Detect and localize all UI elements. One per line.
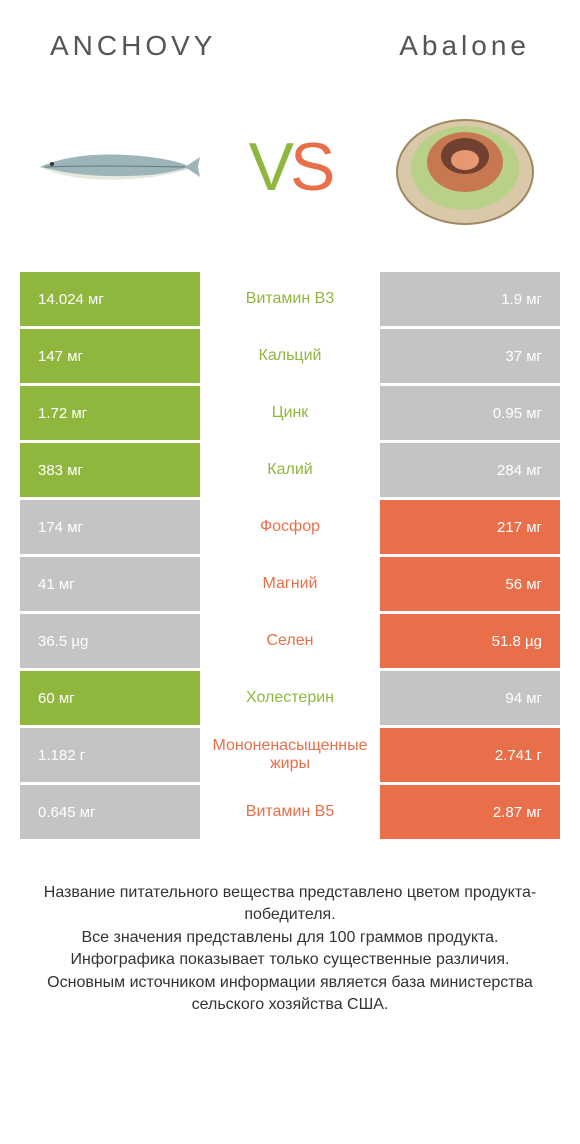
table-row: 0.645 мгВитамин B52.87 мг (20, 785, 560, 839)
table-row: 147 мгКальций37 мг (20, 329, 560, 383)
nutrient-label: Фосфор (200, 500, 380, 554)
nutrient-label: Витамин B3 (200, 272, 380, 326)
right-value: 37 мг (380, 329, 560, 383)
right-value: 2.741 г (380, 728, 560, 782)
header: ANCHOVY Abalone (0, 0, 580, 72)
right-value: 51.8 µg (380, 614, 560, 668)
right-value: 217 мг (380, 500, 560, 554)
table-row: 174 мгФосфор217 мг (20, 500, 560, 554)
left-value: 36.5 µg (20, 614, 200, 668)
vs-v: V (249, 129, 290, 205)
right-value: 0.95 мг (380, 386, 560, 440)
comparison-table: 14.024 мгВитамин B31.9 мг147 мгКальций37… (0, 272, 580, 839)
table-row: 1.72 мгЦинк0.95 мг (20, 386, 560, 440)
footer-line: Основным источником информации является … (20, 972, 560, 1017)
nutrient-label: Витамин B5 (200, 785, 380, 839)
footer-line: Все значения представлены для 100 граммо… (20, 927, 560, 949)
left-value: 383 мг (20, 443, 200, 497)
footer-line: Название питательного вещества представл… (20, 882, 560, 927)
right-value: 56 мг (380, 557, 560, 611)
abalone-image (380, 97, 550, 237)
left-value: 1.182 г (20, 728, 200, 782)
title-left: ANCHOVY (50, 30, 216, 62)
vs-s: S (290, 129, 331, 205)
left-value: 147 мг (20, 329, 200, 383)
nutrient-label: Магний (200, 557, 380, 611)
table-row: 383 мгКалий284 мг (20, 443, 560, 497)
left-value: 1.72 мг (20, 386, 200, 440)
nutrient-label: Селен (200, 614, 380, 668)
left-value: 0.645 мг (20, 785, 200, 839)
nutrient-label: Мононенасыщенные жиры (200, 728, 380, 782)
table-row: 36.5 µgСелен51.8 µg (20, 614, 560, 668)
right-value: 2.87 мг (380, 785, 560, 839)
table-row: 60 мгХолестерин94 мг (20, 671, 560, 725)
anchovy-image (30, 97, 200, 237)
nutrient-label: Калий (200, 443, 380, 497)
table-row: 41 мгМагний56 мг (20, 557, 560, 611)
right-value: 94 мг (380, 671, 560, 725)
footer-line: Инфографика показывает только существенн… (20, 949, 560, 971)
nutrient-label: Цинк (200, 386, 380, 440)
nutrient-label: Кальций (200, 329, 380, 383)
right-value: 1.9 мг (380, 272, 560, 326)
title-right: Abalone (399, 30, 530, 62)
left-value: 60 мг (20, 671, 200, 725)
table-row: 1.182 гМононенасыщенные жиры2.741 г (20, 728, 560, 782)
footer-note: Название питательного вещества представл… (0, 842, 580, 1016)
vs-label: VS (249, 128, 332, 206)
left-value: 41 мг (20, 557, 200, 611)
left-value: 174 мг (20, 500, 200, 554)
table-row: 14.024 мгВитамин B31.9 мг (20, 272, 560, 326)
nutrient-label: Холестерин (200, 671, 380, 725)
right-value: 284 мг (380, 443, 560, 497)
left-value: 14.024 мг (20, 272, 200, 326)
hero: VS (0, 72, 580, 272)
